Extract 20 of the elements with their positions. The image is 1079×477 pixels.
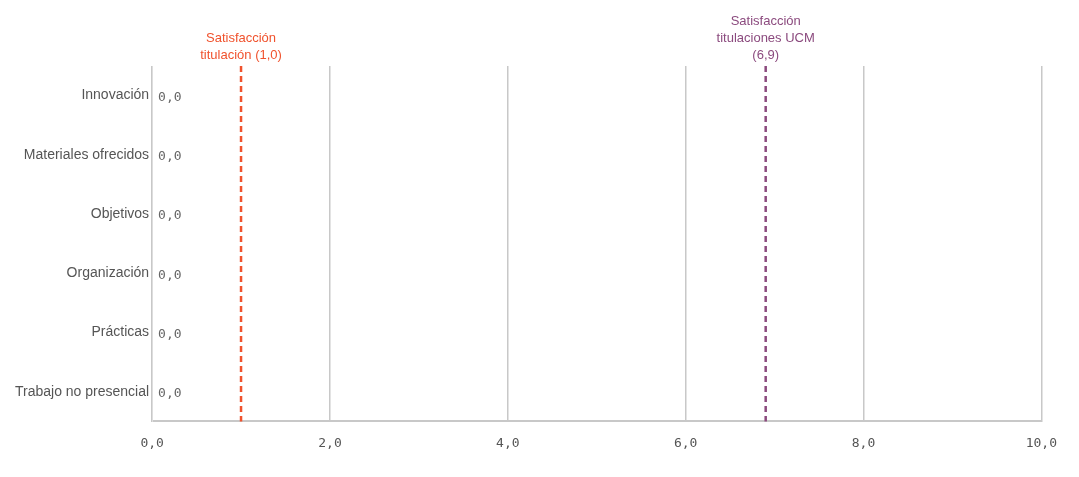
data-label: 0,0	[158, 325, 182, 341]
y-tick-label: Innovación	[81, 86, 150, 103]
x-tick-label: 2,0	[318, 434, 342, 450]
ref-line-label: Satisfacción titulación (1,0)	[200, 30, 282, 63]
data-label: 0,0	[158, 266, 182, 282]
y-tick-label: Materiales ofrecidos	[23, 145, 150, 162]
y-tick-label: Trabajo no presencial	[14, 382, 150, 399]
y-tick-label: Prácticas	[91, 323, 150, 340]
y-tick-label: Objetivos	[90, 204, 150, 221]
x-tick-label: 8,0	[851, 434, 876, 450]
x-tick-label: 0,0	[140, 434, 164, 450]
ref-line-label: Satisfacción titulaciones UCM (6,9)	[716, 13, 815, 63]
x-tick-label: 10,0	[1025, 434, 1057, 450]
x-tick-label: 6,0	[673, 434, 698, 450]
data-label: 0,0	[158, 88, 182, 104]
x-tick-label: 4,0	[496, 434, 520, 450]
data-label: 0,0	[158, 207, 182, 223]
data-label: 0,0	[158, 385, 182, 401]
y-tick-label: Organización	[66, 264, 150, 281]
data-label: 0,0	[158, 148, 182, 164]
